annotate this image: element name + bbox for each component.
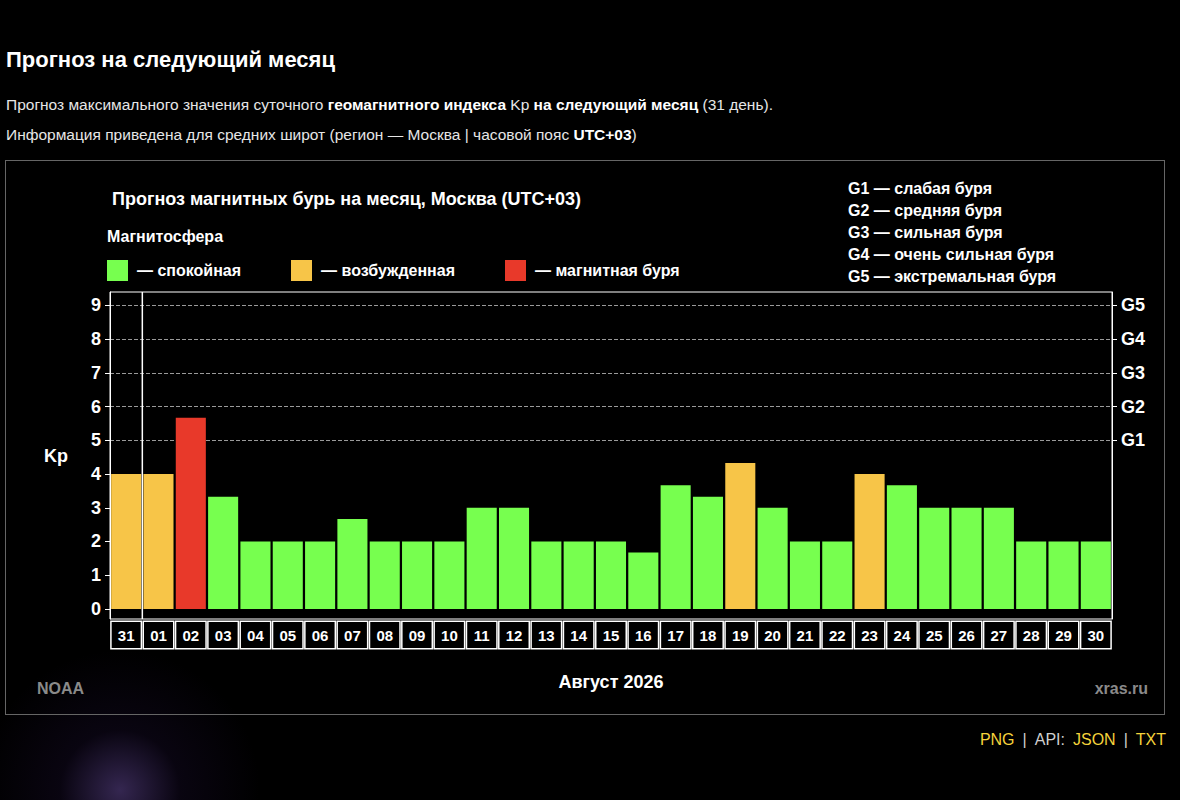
svg-text:9: 9 (91, 295, 101, 315)
svg-text:26: 26 (958, 627, 975, 644)
svg-text:12: 12 (506, 627, 523, 644)
svg-text:15: 15 (603, 627, 620, 644)
svg-text:28: 28 (1023, 627, 1040, 644)
html-text:G1 — слабая буря: G1 — слабая буря (848, 180, 992, 197)
html-text:Магнитосфера: Магнитосфера (107, 228, 223, 245)
svg-text:21: 21 (797, 627, 814, 644)
svg-text:13: 13 (538, 627, 555, 644)
svg-text:19: 19 (732, 627, 749, 644)
svg-text:6: 6 (91, 397, 101, 417)
svg-text:18: 18 (700, 627, 717, 644)
svg-text:Kp: Kp (44, 446, 68, 466)
svg-text:11: 11 (474, 627, 490, 644)
svg-text:04: 04 (247, 627, 264, 644)
svg-text:03: 03 (215, 627, 232, 644)
svg-text:G2: G2 (1121, 397, 1145, 417)
svg-text:Август 2026: Август 2026 (559, 672, 664, 692)
svg-text:7: 7 (91, 363, 101, 383)
html-text:Прогноз на следующий месяц: Прогноз на следующий месяц (6, 47, 335, 72)
svg-text:17: 17 (667, 627, 684, 644)
svg-text:3: 3 (91, 498, 101, 518)
svg-text:30: 30 (1087, 627, 1104, 644)
svg-text:09: 09 (409, 627, 426, 644)
svg-text:02: 02 (182, 627, 199, 644)
svg-text:20: 20 (764, 627, 781, 644)
svg-text:Прогноз магнитных бурь на меся: Прогноз магнитных бурь на месяц, Москва … (112, 189, 581, 209)
svg-text:23: 23 (861, 627, 878, 644)
svg-text:10: 10 (441, 627, 458, 644)
svg-text:31: 31 (118, 627, 135, 644)
svg-text:5: 5 (91, 430, 101, 450)
html-text:G2 — средняя буря: G2 — средняя буря (848, 202, 1002, 219)
svg-text:G1: G1 (1121, 430, 1145, 450)
svg-text:1: 1 (91, 565, 101, 585)
svg-text:G3: G3 (1121, 363, 1145, 383)
svg-text:16: 16 (635, 627, 652, 644)
html-text:NOAA: NOAA (37, 680, 85, 697)
html-text:JSON: JSON (1073, 731, 1116, 748)
html-text:Прогноз максимального значения: Прогноз максимального значения суточного… (6, 96, 773, 113)
svg-text:05: 05 (279, 627, 296, 644)
svg-text:G5: G5 (1121, 295, 1145, 315)
svg-text:24: 24 (894, 627, 911, 644)
svg-text:8: 8 (91, 329, 101, 349)
svg-text:27: 27 (991, 627, 1008, 644)
svg-text:4: 4 (91, 464, 101, 484)
svg-text:0: 0 (91, 599, 101, 619)
html-text:— спокойная: — спокойная (137, 261, 242, 279)
svg-text:07: 07 (344, 627, 361, 644)
html-text:Информация приведена для средн: Информация приведена для средних широт (… (6, 126, 637, 143)
html-text:G4 — очень сильная буря: G4 — очень сильная буря (848, 246, 1055, 263)
svg-text:G4: G4 (1121, 329, 1145, 349)
html-text:— магнитная буря: — магнитная буря (535, 261, 680, 279)
html-text:xras.ru: xras.ru (1094, 680, 1148, 697)
svg-text:14: 14 (570, 627, 587, 644)
html-text:TXT: TXT (1135, 731, 1166, 748)
svg-text:25: 25 (926, 627, 943, 644)
html-text:API:: API: (1034, 731, 1065, 748)
html-text:PNG: PNG (979, 731, 1015, 748)
html-text:G3 — сильная буря: G3 — сильная буря (848, 224, 1003, 241)
svg-text:22: 22 (829, 627, 846, 644)
svg-text:08: 08 (376, 627, 393, 644)
svg-text:29: 29 (1055, 627, 1072, 644)
html-text:— возбужденная: — возбужденная (321, 261, 455, 279)
html-text:G5 — экстремальная буря: G5 — экстремальная буря (848, 268, 1057, 285)
svg-text:01: 01 (150, 627, 167, 644)
svg-text:2: 2 (91, 531, 101, 551)
svg-text:06: 06 (312, 627, 329, 644)
